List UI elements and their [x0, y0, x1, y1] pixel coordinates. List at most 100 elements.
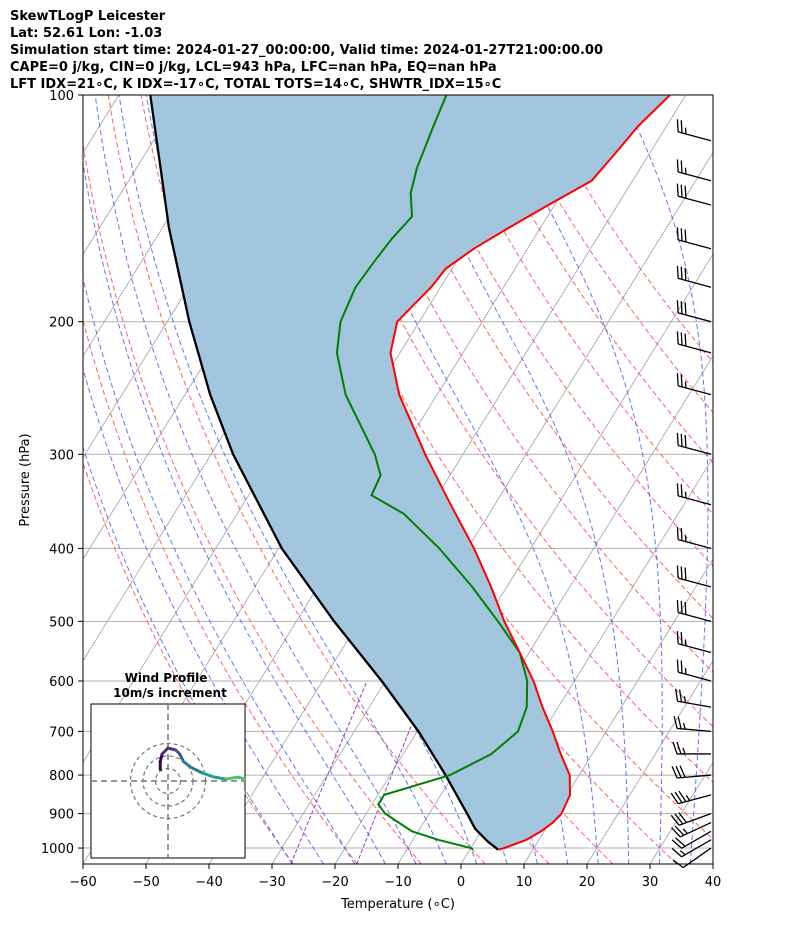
- barb-flag: [677, 716, 682, 729]
- barb-flag: [676, 331, 679, 345]
- moist-adiabat: [621, 95, 709, 864]
- barb-staff: [677, 277, 712, 288]
- barb-staff: [677, 774, 712, 779]
- barb-half-flag: [679, 850, 686, 856]
- wind-barb: [676, 265, 712, 288]
- barb-half-flag: [683, 696, 687, 703]
- hodograph-subtitle: 10m/s increment: [113, 686, 227, 700]
- cin-area: [150, 95, 671, 850]
- y-axis-label: Pressure (hPa): [18, 433, 33, 526]
- barb-flag: [680, 632, 683, 645]
- barb-staff: [677, 611, 712, 622]
- isotherm: [712, 863, 713, 864]
- barb-half-flag: [682, 828, 688, 834]
- hodograph-segment: [182, 760, 193, 769]
- dry-adiabat: [434, 95, 713, 515]
- wind-barb: [670, 812, 712, 826]
- hodograph-title: Wind Profile: [125, 671, 208, 685]
- chart-title: SkewTLogP Leicester: [10, 9, 166, 24]
- moist-adiabat: [721, 95, 771, 864]
- barb-flag: [678, 689, 683, 703]
- hodograph-inset: Wind Profile 10m/s increment: [90, 671, 261, 859]
- dry-adiabat: [401, 95, 713, 567]
- wind-barb: [676, 159, 712, 182]
- wind-barb: [676, 483, 712, 506]
- barb-staff: [681, 830, 712, 849]
- isotherm: [271, 151, 713, 864]
- y-tick-label: 400: [49, 542, 74, 557]
- barb-staff: [677, 727, 712, 733]
- barb-flag: [678, 812, 688, 823]
- wind-barb: [676, 300, 712, 323]
- x-tick-label: 30: [642, 875, 659, 890]
- dry-adiabat: [107, 95, 486, 864]
- x-tick-label: 0: [457, 875, 465, 890]
- wind-barb: [671, 839, 712, 858]
- barb-flag: [675, 688, 679, 702]
- barb-staff: [679, 821, 712, 838]
- barb-flag: [676, 265, 679, 279]
- barb-flag: [674, 813, 684, 825]
- barb-flag: [680, 433, 683, 447]
- barb-flag: [676, 432, 679, 446]
- barb-flag: [676, 483, 679, 496]
- moist-adiabat: [491, 95, 663, 864]
- dry-adiabat: [205, 95, 678, 864]
- hodograph-segment: [244, 777, 245, 782]
- dewpoint-profile-line: [335, 95, 529, 851]
- barb-flag: [680, 301, 683, 314]
- barb-flag: [674, 791, 683, 804]
- x-tick-label: −40: [195, 875, 222, 890]
- barb-staff: [677, 671, 712, 682]
- barb-staff: [677, 312, 712, 323]
- dry-adiabat: [499, 95, 713, 414]
- barb-flag: [670, 814, 680, 826]
- barb-staff: [682, 847, 712, 869]
- wind-barb: [675, 688, 712, 708]
- wind-barb: [673, 715, 712, 733]
- wind-barb: [676, 119, 712, 142]
- barb-flag: [671, 766, 678, 779]
- isotherm: [523, 558, 713, 864]
- barb-staff: [677, 794, 712, 805]
- barb-flag: [684, 434, 687, 448]
- barb-half-flag: [685, 794, 691, 801]
- isotherm: [776, 95, 794, 864]
- barb-flag: [675, 837, 686, 847]
- wind-barb: [670, 790, 712, 805]
- hodograph-segment: [189, 765, 205, 775]
- dry-adiabat: [303, 95, 713, 728]
- isotherm: [208, 95, 687, 864]
- barb-flag: [680, 184, 683, 198]
- parcel-profile-line: [149, 95, 499, 851]
- barb-staff: [681, 839, 712, 858]
- wind-barbs: [670, 119, 712, 869]
- dry-adiabat: [368, 95, 713, 620]
- wind-barb: [671, 765, 712, 779]
- station-location: Lat: 52.61 Lon: -1.03: [10, 26, 163, 41]
- dry-adiabat: [466, 95, 713, 464]
- simulation-times: Simulation start time: 2024-01-27_00:00:…: [10, 43, 603, 58]
- barb-staff: [678, 812, 712, 826]
- barb-flag: [680, 160, 683, 174]
- hodograph-segment: [253, 795, 261, 799]
- barb-flag: [680, 374, 683, 387]
- cin-shading: [150, 95, 671, 850]
- barb-staff: [677, 700, 712, 708]
- y-tick-label: 700: [49, 725, 74, 740]
- barb-flag: [671, 847, 682, 858]
- barb-staff: [677, 239, 712, 250]
- barb-staff: [677, 538, 712, 550]
- wind-barb: [672, 741, 711, 755]
- barb-staff: [677, 495, 712, 506]
- isotherm: [649, 761, 713, 864]
- hodograph-segment: [213, 775, 228, 781]
- isotherm: [586, 659, 713, 864]
- barb-flag: [680, 120, 683, 133]
- barb-flag: [680, 600, 683, 614]
- moist-adiabat: [94, 95, 417, 864]
- barb-flag: [672, 741, 678, 755]
- stability-indices: LFT IDX=21∘C, K IDX=-17∘C, TOTAL TOTS=14…: [10, 77, 502, 92]
- barb-flag: [676, 599, 679, 613]
